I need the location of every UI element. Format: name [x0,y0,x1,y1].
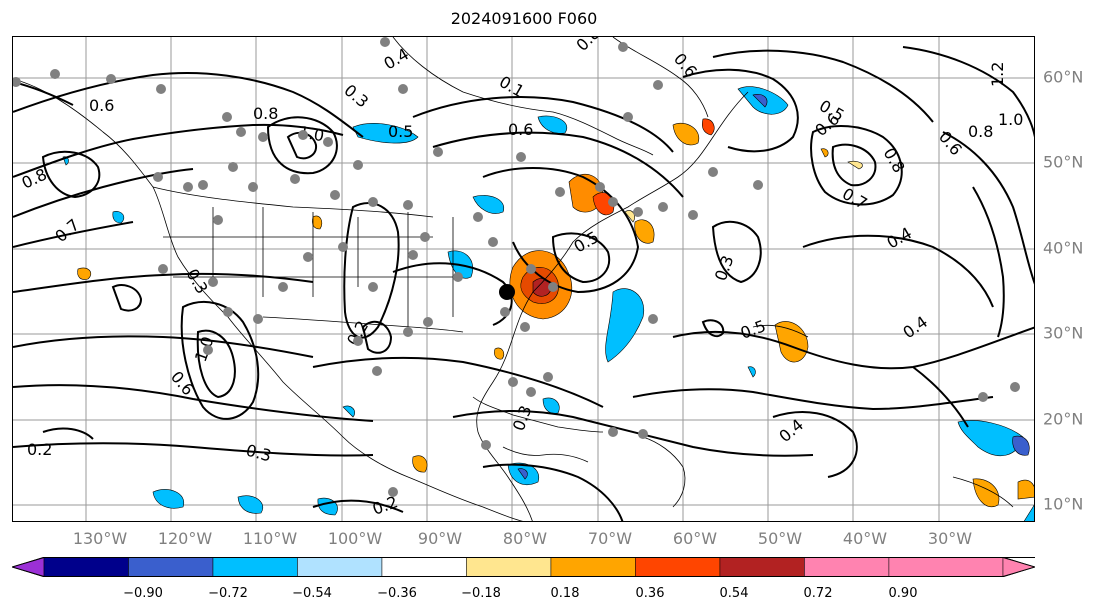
contour-label: 0.3 [509,403,536,433]
contour-label: 0.6 [670,49,701,81]
colorbar-bin [43,557,129,577]
contour-lines [13,46,1034,521]
colorbar-tick: 0.72 [803,586,833,601]
colorbar [12,557,1035,577]
lon-label-40w: 40°W [842,529,888,548]
lon-label-60w: 60°W [672,529,718,548]
lon-label-50w: 50°W [757,529,803,548]
contour-label: 0.3 [340,81,372,112]
colorbar-tick: −0.90 [123,586,163,601]
lat-label-40n: 40°N [1043,238,1084,258]
colorbar-bin [128,557,214,577]
storm-center-marker [499,284,515,300]
lon-label-130w: 130°W [72,529,128,548]
contour-label: 0.8 [880,145,909,177]
contour-label: 0.6 [508,120,533,139]
contour-label: 0.7 [839,184,871,213]
contour-label: 0.6 [89,96,114,115]
colorbar-tick: −0.54 [292,586,332,601]
lon-label-70w: 70°W [587,529,633,548]
contour-label: 0.5 [388,122,413,141]
contour-label: 0.8 [572,37,603,55]
lon-label-30w: 30°W [927,529,973,548]
colorbar-bin [804,557,890,577]
lat-label-60n: 60°N [1043,67,1084,87]
lat-label-20n: 20°N [1043,409,1084,429]
station-markers [13,37,1020,497]
lon-label-120w: 120°W [157,529,213,548]
contour-label: 0.3 [244,441,274,466]
colorbar-bin [466,557,552,577]
contour-label: 0.8 [968,122,993,141]
colorbar-bin [297,557,383,577]
colorbar-bin [381,557,467,577]
contour-label: 0.6 [935,127,966,159]
colorbar-tick: −0.72 [208,586,248,601]
colorbar-bin [550,557,636,577]
colorbar-tick: 0.90 [888,586,918,601]
lat-label-30n: 30°N [1043,323,1084,343]
lon-label-100w: 100°W [327,529,383,548]
colorbar-bin [888,557,1004,577]
map-title: 2024091600 F060 [450,9,598,28]
lon-label-80w: 80°W [502,529,548,548]
colorbar-bin [212,557,298,577]
colorbar-bin [719,557,805,577]
contour-label: 0.7 [51,215,83,246]
colorbar-tick: 0.18 [550,586,580,601]
shaded-anomaly [62,86,1034,521]
contour-label: 0.8 [253,104,278,123]
lat-label-50n: 50°N [1043,152,1084,172]
colorbar-tick: 0.54 [719,586,749,601]
contour-label: 0.4 [381,44,413,73]
contour-label: 0.4 [899,312,931,342]
contour-label: 1.2 [988,62,1007,87]
colorbar-tick: −0.36 [377,586,417,601]
contour-label: 0.5 [571,227,603,256]
contour-label: 0.2 [27,440,52,459]
lon-label-90w: 90°W [417,529,463,548]
colorbar-bin [635,557,721,577]
lat-label-10n: 10°N [1043,494,1084,514]
lon-label-110w: 110°W [242,529,298,548]
map-panel: 0.6 0.8 0.7 0.4 0.3 0.8 1.0 0.6 0.5 0.1 … [12,36,1035,522]
colorbar-extend-min [12,557,45,577]
map-canvas: 0.6 0.8 0.7 0.4 0.3 0.8 1.0 0.6 0.5 0.1 … [13,37,1034,521]
contour-label: 1.0 [998,110,1023,129]
colorbar-tick: 0.36 [635,586,665,601]
colorbar-extend-max [1002,557,1035,577]
contour-label: 0.4 [884,223,916,252]
colorbar-tick: −0.18 [461,586,501,601]
